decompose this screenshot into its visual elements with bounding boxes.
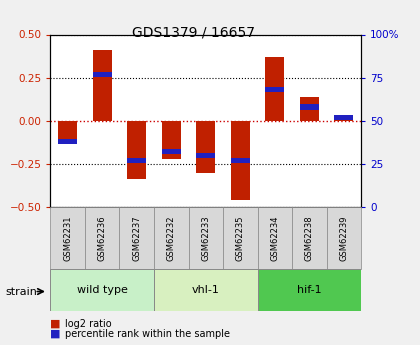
FancyBboxPatch shape — [119, 207, 154, 269]
Text: GSM62235: GSM62235 — [236, 215, 245, 261]
FancyBboxPatch shape — [50, 269, 154, 310]
Bar — [127, 158, 146, 163]
Bar — [93, 71, 112, 77]
FancyBboxPatch shape — [85, 207, 119, 269]
Bar — [334, 119, 354, 121]
Bar — [231, 158, 250, 163]
Bar — [300, 97, 319, 121]
Text: GSM62239: GSM62239 — [339, 215, 349, 261]
Text: hif-1: hif-1 — [297, 285, 322, 295]
FancyBboxPatch shape — [223, 207, 257, 269]
Text: GSM62236: GSM62236 — [98, 215, 107, 261]
Bar — [196, 121, 215, 172]
Bar — [265, 87, 284, 92]
Text: wild type: wild type — [77, 285, 128, 295]
Bar — [93, 50, 112, 121]
Text: GSM62237: GSM62237 — [132, 215, 141, 261]
FancyBboxPatch shape — [154, 207, 189, 269]
Bar — [162, 149, 181, 155]
Text: percentile rank within the sample: percentile rank within the sample — [65, 329, 230, 339]
Text: GSM62238: GSM62238 — [305, 215, 314, 261]
Bar — [162, 121, 181, 159]
FancyBboxPatch shape — [257, 207, 292, 269]
Text: log2 ratio: log2 ratio — [65, 319, 112, 328]
Text: vhl-1: vhl-1 — [192, 285, 220, 295]
FancyBboxPatch shape — [189, 207, 223, 269]
Bar — [334, 115, 354, 120]
Bar — [58, 139, 77, 144]
FancyBboxPatch shape — [50, 207, 85, 269]
Bar — [300, 104, 319, 110]
Text: ■: ■ — [50, 329, 61, 339]
FancyBboxPatch shape — [257, 269, 361, 310]
Bar — [231, 121, 250, 200]
Text: GDS1379 / 16657: GDS1379 / 16657 — [132, 26, 255, 40]
Text: GSM62234: GSM62234 — [270, 215, 279, 261]
Text: ■: ■ — [50, 319, 61, 328]
Text: GSM62232: GSM62232 — [167, 215, 176, 261]
FancyBboxPatch shape — [154, 269, 257, 310]
Bar — [265, 57, 284, 121]
Text: GSM62231: GSM62231 — [63, 215, 72, 261]
FancyBboxPatch shape — [292, 207, 327, 269]
Text: strain: strain — [5, 287, 37, 296]
Bar — [196, 152, 215, 158]
Text: GSM62233: GSM62233 — [201, 215, 210, 261]
FancyBboxPatch shape — [327, 207, 361, 269]
Bar — [127, 121, 146, 179]
Bar — [58, 121, 77, 143]
